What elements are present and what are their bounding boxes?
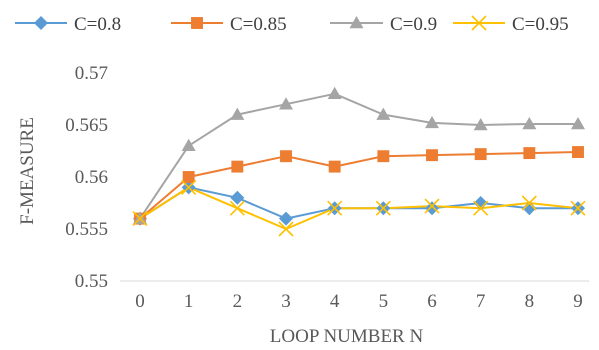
data-point [425, 115, 439, 129]
y-tick-label: 0.55 [75, 271, 108, 292]
data-point [279, 97, 293, 110]
legend-marker [349, 16, 364, 29]
series-line [139, 186, 579, 230]
data-point [376, 107, 391, 120]
y-axis-tick-labels: 0.55 0.555 0.56 0.565 0.57 [65, 63, 108, 292]
data-point [327, 86, 342, 100]
y-tick-label: 0.57 [75, 63, 108, 84]
data-point [375, 200, 391, 216]
x-tick-label: 8 [525, 291, 535, 312]
data-point [522, 116, 537, 130]
data-point [521, 195, 537, 211]
data-point [230, 190, 245, 205]
data-point [132, 211, 148, 227]
x-tick-label: 9 [573, 291, 583, 312]
data-point [473, 200, 489, 216]
data-point [474, 148, 487, 161]
legend-item: C=0.95 [453, 14, 569, 35]
data-point [571, 116, 585, 130]
series-lines [139, 92, 579, 230]
y-axis-title: F-MEASURE [17, 117, 38, 225]
x-tick-label: 3 [281, 291, 291, 312]
series-line [139, 151, 579, 220]
y-tick-label: 0.565 [65, 115, 108, 136]
data-point [572, 146, 584, 158]
legend-marker [471, 15, 487, 31]
x-tick-label: 4 [330, 291, 340, 312]
legend-label: C=0.95 [512, 14, 569, 35]
data-point [522, 201, 537, 216]
legend-marker [191, 17, 203, 29]
legend-item: C=0.85 [171, 14, 287, 35]
series-markers [132, 86, 586, 237]
data-point [181, 138, 196, 152]
series-line [139, 92, 578, 220]
x-axis-tick-labels: 0 1 2 3 4 5 6 7 8 9 [135, 291, 583, 312]
data-point [327, 200, 343, 216]
data-point [473, 118, 488, 131]
data-point [280, 150, 292, 163]
y-tick-label: 0.56 [75, 167, 108, 188]
legend-label: C=0.9 [390, 14, 437, 35]
legend-marker [34, 16, 48, 30]
data-point [377, 150, 390, 163]
data-point [231, 160, 244, 173]
legend-label: C=0.8 [74, 14, 121, 35]
legend: C=0.8 C=0.85 C=0.9 C=0.95 [15, 14, 569, 35]
series-line [139, 186, 578, 220]
x-tick-label: 7 [476, 291, 486, 312]
data-point [570, 200, 586, 216]
legend-label: C=0.85 [230, 14, 287, 35]
data-point [181, 179, 197, 195]
data-point [523, 147, 536, 160]
data-point [425, 201, 439, 216]
data-point [230, 107, 245, 120]
y-tick-label: 0.555 [65, 219, 108, 240]
data-point [328, 160, 341, 173]
x-tick-label: 1 [184, 291, 194, 312]
data-point [424, 198, 440, 214]
legend-item: C=0.8 [15, 14, 121, 35]
data-point [182, 171, 195, 183]
x-tick-label: 5 [379, 291, 389, 312]
x-tick-label: 6 [427, 291, 437, 312]
data-point [278, 221, 294, 237]
data-point [473, 196, 488, 210]
data-point [279, 211, 293, 226]
legend-item: C=0.9 [330, 14, 437, 35]
x-tick-label: 2 [233, 291, 243, 312]
data-point [229, 200, 245, 216]
data-point [426, 149, 438, 162]
x-tick-label: 0 [135, 291, 145, 312]
x-axis-title: LOOP NUMBER N [270, 326, 424, 347]
